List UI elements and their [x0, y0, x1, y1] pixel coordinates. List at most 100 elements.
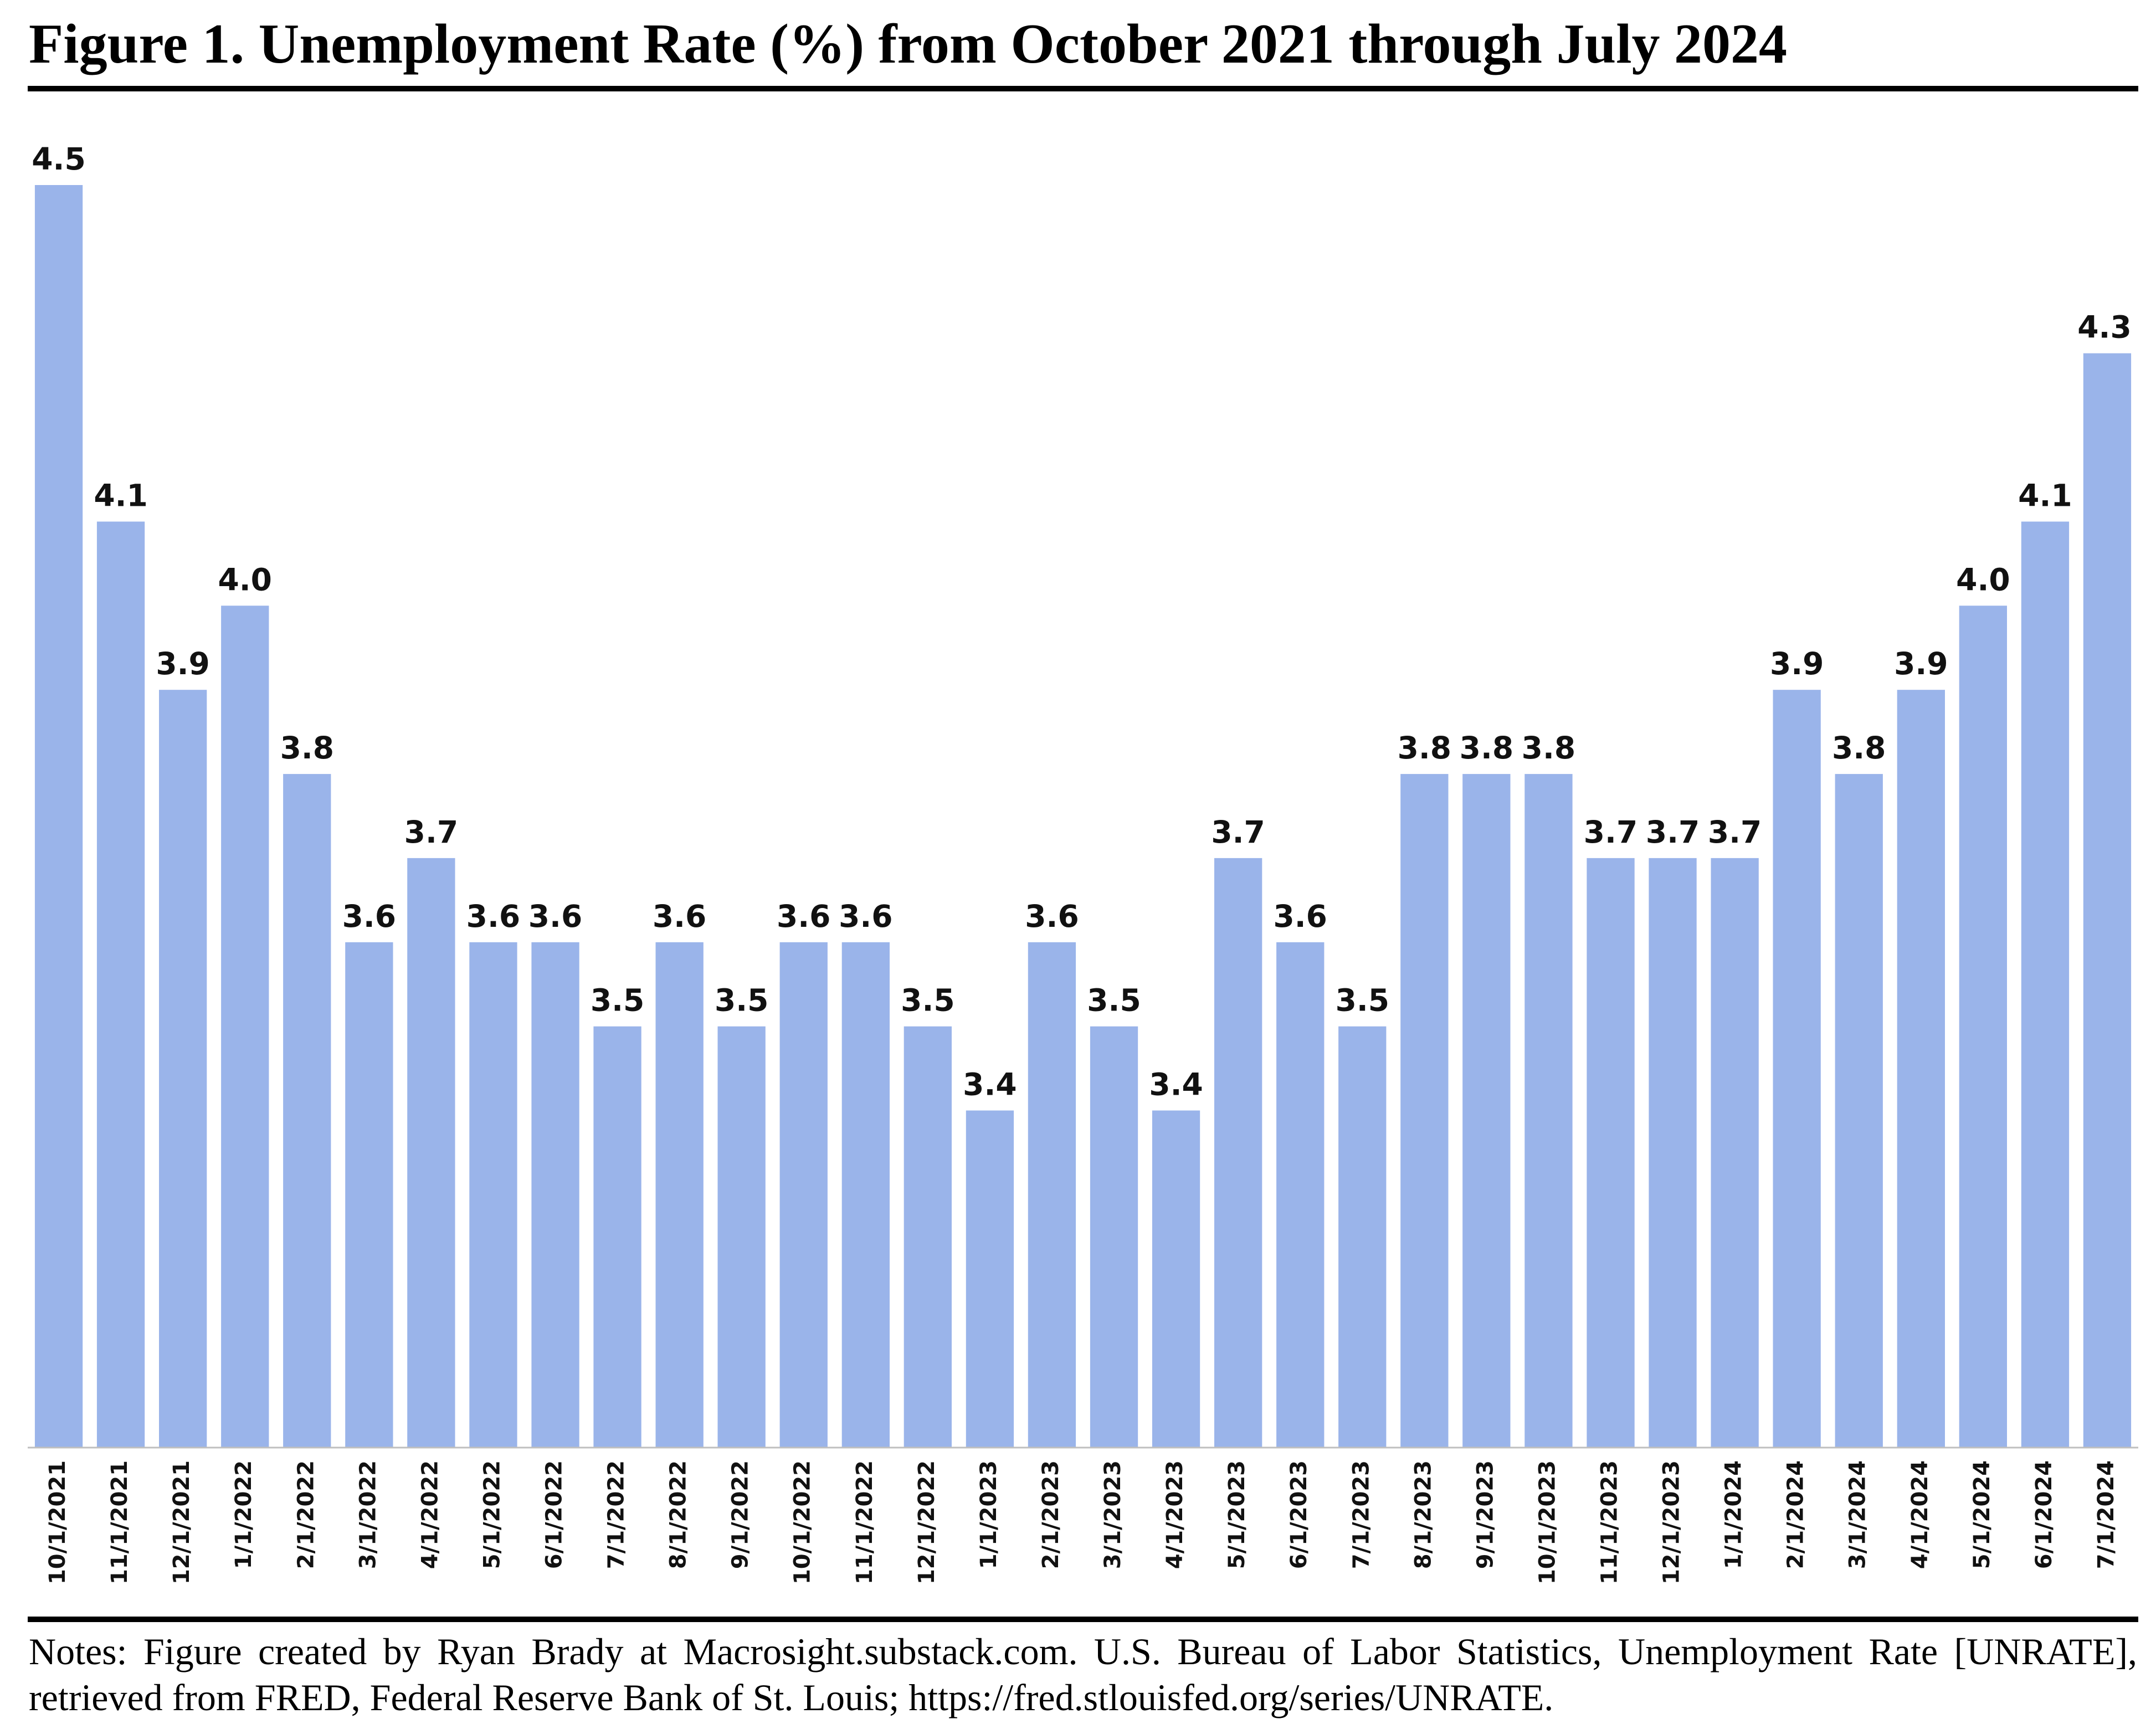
bar [779, 942, 828, 1447]
bar [1214, 858, 1262, 1447]
bar [904, 1026, 952, 1447]
bar-chart: 4.54.13.94.03.83.63.73.6 3.63.53.63.53.6 3… [28, 141, 2138, 1584]
top-rule [28, 86, 2138, 91]
bar [1587, 858, 1635, 1447]
data-label: 3.9 [1770, 646, 1824, 681]
bar [2021, 521, 2070, 1447]
bar [1897, 690, 1945, 1447]
bar [283, 774, 331, 1447]
data-label: 3.6 [839, 899, 892, 934]
x-tick-label: 7/1/2023 [1348, 1460, 1374, 1569]
bar [1338, 1026, 1387, 1447]
bar [345, 942, 393, 1447]
data-label: 3.6 [653, 899, 706, 934]
x-tick-label: 6/1/2022 [542, 1460, 567, 1569]
x-tick-label: 1/1/2022 [231, 1460, 256, 1569]
bar [655, 942, 704, 1447]
bar [841, 942, 890, 1447]
x-tick-label: 1/1/2024 [1721, 1460, 1747, 1569]
bar [2083, 353, 2132, 1448]
x-tick-label: 9/1/2023 [1472, 1460, 1498, 1569]
data-labels-layer: 4.54.13.94.03.83.63.73.6 3.63.53.63.53.6 3… [32, 141, 2131, 1102]
data-label: 4.0 [218, 562, 271, 597]
x-tick-label: 2/1/2022 [293, 1460, 319, 1569]
data-label: 3.5 [715, 983, 768, 1018]
x-tick-label: 3/1/2024 [1845, 1460, 1871, 1569]
data-label: 3.9 [156, 646, 209, 681]
bar [407, 858, 455, 1447]
bar [1649, 858, 1697, 1447]
bar [717, 1026, 766, 1447]
data-label: 3.6 [466, 899, 520, 934]
x-tick-label: 7/1/2022 [604, 1460, 629, 1569]
bar [1462, 774, 1511, 1447]
figure-title: Figure 1. Unemployment Rate (%) from Oct… [29, 13, 1788, 75]
data-label: 3.8 [280, 730, 334, 766]
x-tick-label: 11/1/2022 [852, 1460, 877, 1584]
data-label: 3.4 [1149, 1067, 1203, 1102]
data-label: 3.8 [1398, 730, 1451, 766]
bar [469, 942, 517, 1447]
bar [221, 606, 269, 1447]
data-label: 3.8 [1522, 730, 1575, 766]
x-tick-label: 2/1/2024 [1783, 1460, 1809, 1569]
bar [1773, 690, 1821, 1447]
bar [966, 1110, 1014, 1447]
bar [34, 185, 83, 1447]
data-label: 3.4 [963, 1067, 1017, 1102]
data-label: 3.7 [1646, 814, 1700, 850]
bar [1028, 942, 1076, 1447]
bars-layer [34, 185, 2132, 1448]
x-tick-label: 8/1/2022 [666, 1460, 691, 1569]
x-tick-label: 1/1/2023 [976, 1460, 1002, 1569]
x-tick-label: 10/1/2023 [1534, 1460, 1560, 1584]
x-tick-label: 11/1/2023 [1597, 1460, 1623, 1584]
data-label: 3.5 [1336, 983, 1389, 1018]
data-label: 3.8 [1460, 730, 1513, 766]
bar [1524, 774, 1573, 1447]
data-label: 3.6 [1273, 899, 1327, 934]
x-tick-label: 10/1/2021 [45, 1460, 70, 1584]
data-label: 4.1 [2018, 478, 2072, 514]
figure-notes: Notes: Figure created by Ryan Brady at M… [29, 1630, 2137, 1718]
data-label: 3.7 [1708, 814, 1762, 850]
bar [593, 1026, 641, 1447]
data-label: 3.6 [528, 899, 582, 934]
bottom-rule [28, 1617, 2138, 1622]
x-tick-label: 3/1/2022 [355, 1460, 381, 1569]
x-tick-label: 12/1/2023 [1659, 1460, 1685, 1584]
bar [1090, 1026, 1138, 1447]
x-tick-label: 6/1/2024 [2031, 1460, 2057, 1569]
data-label: 3.9 [1894, 646, 1948, 681]
x-tick-label: 10/1/2022 [790, 1460, 815, 1584]
bar [1835, 774, 1883, 1447]
x-tick-label: 5/1/2024 [1969, 1460, 1995, 1569]
x-tick-label: 4/1/2022 [417, 1460, 443, 1569]
x-tick-label: 5/1/2022 [479, 1460, 505, 1569]
data-label: 3.5 [901, 983, 954, 1018]
bar [1276, 942, 1325, 1447]
x-tick-label: 2/1/2023 [1038, 1460, 1064, 1569]
x-tick-label: 9/1/2022 [728, 1460, 753, 1569]
x-tick-label: 8/1/2023 [1410, 1460, 1436, 1569]
data-label: 3.7 [1211, 814, 1265, 850]
data-label: 3.8 [1832, 730, 1886, 766]
x-tick-label: 4/1/2024 [1907, 1460, 1933, 1569]
data-label: 3.6 [777, 899, 830, 934]
data-label: 4.0 [1956, 562, 2010, 597]
x-tick-label: 4/1/2023 [1162, 1460, 1188, 1569]
data-label: 4.5 [32, 141, 85, 177]
data-label: 3.5 [1087, 983, 1141, 1018]
data-label: 3.6 [342, 899, 396, 934]
data-label: 4.3 [2077, 310, 2131, 345]
bar [531, 942, 579, 1447]
bar [1400, 774, 1449, 1447]
bar [1152, 1110, 1200, 1447]
x-tick-label: 3/1/2023 [1100, 1460, 1126, 1569]
bar [1711, 858, 1759, 1447]
data-label: 3.7 [1584, 814, 1637, 850]
tick-labels-layer: 10/1/2021 11/1/2021 12/1/2021 1/1/2022 2/1/2… [45, 1460, 2119, 1584]
bar [1959, 606, 2007, 1447]
data-label: 3.5 [591, 983, 644, 1018]
x-tick-label: 7/1/2024 [2093, 1460, 2119, 1569]
